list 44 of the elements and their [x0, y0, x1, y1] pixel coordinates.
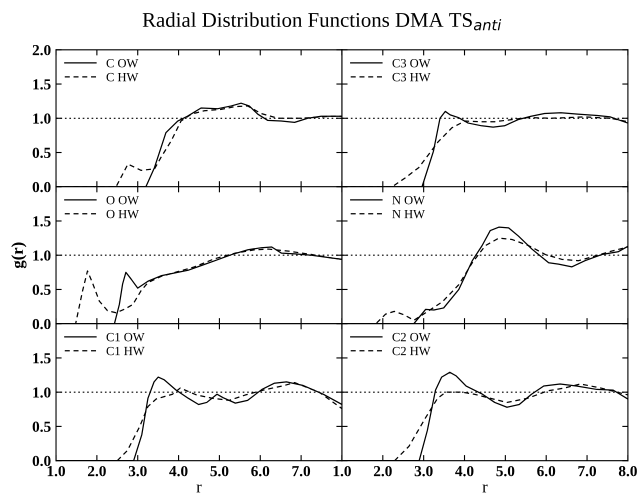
legend-label: O OW: [106, 196, 139, 204]
x-tick-label: 5.0: [496, 466, 514, 476]
y-tick-label: 1.5: [33, 353, 51, 364]
y-tick-label: 0.0: [32, 318, 51, 330]
y-tick-label: 1.5: [33, 79, 51, 90]
y-tick-label: 0.0: [32, 182, 51, 192]
y-tick-label: 1.0: [33, 387, 51, 398]
y-tick-label: 0.0: [32, 456, 51, 466]
y-tick-label: 2.0: [32, 44, 51, 56]
legend-label: C2 OW: [392, 332, 430, 342]
x-tick-label: 4.0: [169, 466, 188, 476]
legend-label: C3 HW: [392, 72, 430, 82]
x-tick-label: 6.0: [537, 466, 556, 476]
x-tick-label: 5.0: [210, 466, 228, 476]
y-tick-label: 1.0: [33, 250, 51, 261]
y-tick-label: 0.5: [32, 148, 51, 158]
legend-label: C2 HW: [392, 346, 430, 356]
chart-title: Radial Distribution Functions DMA TS$_{anti}$: [142, 12, 502, 30]
x-tick-label: 1.0: [334, 466, 351, 476]
x-tick-label: 7.0: [292, 466, 310, 476]
legend-label: N HW: [392, 210, 425, 218]
legend-label: O HW: [106, 210, 139, 218]
legend-label: C1 HW: [106, 346, 145, 356]
x-axis-title: r: [482, 484, 488, 492]
x-tick-label: 6.0: [251, 466, 270, 476]
legend-label: C HW: [106, 72, 138, 82]
x-tick-label: 7.0: [578, 466, 596, 476]
legend-label: C3 OW: [392, 59, 430, 68]
x-tick-label: 1.0: [48, 466, 65, 476]
legend-label: C1 OW: [106, 332, 145, 342]
legend-label: C OW: [106, 59, 138, 68]
y-axis-title: g(r): [11, 242, 27, 268]
x-tick-label: 2.0: [88, 466, 106, 476]
y-tick-label: 1.5: [33, 216, 51, 227]
x-tick-label: 2.0: [374, 466, 392, 476]
x-tick-label: 4.0: [455, 466, 474, 476]
y-tick-label: 0.5: [32, 284, 51, 295]
legend-label: N OW: [392, 196, 425, 204]
x-axis-title: r: [196, 484, 202, 492]
x-tick-label: 8.0: [618, 466, 637, 476]
x-tick-label: 3.0: [128, 466, 147, 476]
y-tick-label: 1.0: [33, 113, 51, 124]
x-tick-label: 3.0: [414, 466, 433, 476]
y-tick-label: 0.5: [32, 422, 51, 432]
